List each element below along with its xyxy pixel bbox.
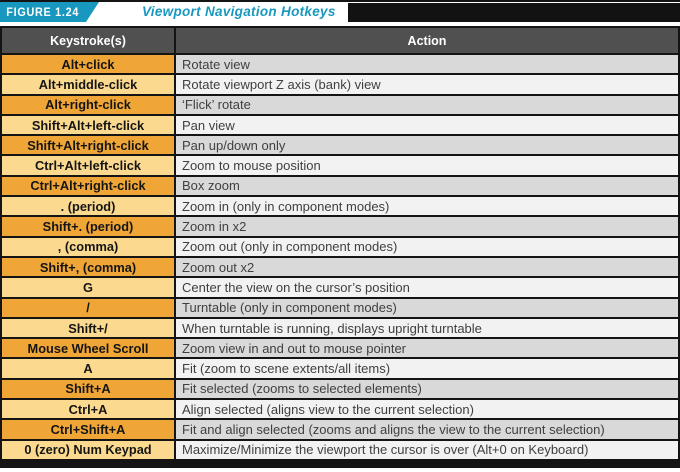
figure-title: Viewport Navigation Hotkeys: [142, 4, 336, 19]
table-row: Shift+. (period) Zoom in x2: [0, 215, 680, 238]
table-row: Alt+middle-click Rotate viewport Z axis (…: [0, 73, 680, 96]
keystroke-cell: Ctrl+Alt+left-click: [0, 154, 176, 177]
keystroke-cell: , (comma): [0, 235, 176, 258]
keystroke-cell: Alt+right-click: [0, 93, 176, 116]
keystroke-cell: Ctrl+A: [0, 398, 176, 421]
keystroke-cell: Shift+, (comma): [0, 255, 176, 279]
figure-label-text: FIGURE 1.24: [6, 5, 80, 19]
table-row: , (comma) Zoom out (only in component mod…: [0, 235, 680, 258]
keystroke-cell: Shift+Alt+right-click: [0, 134, 176, 157]
action-cell: Rotate viewport Z axis (bank) view: [174, 73, 680, 96]
table-row: Ctrl+Alt+left-click Zoom to mouse positio…: [0, 154, 680, 177]
action-cell: Zoom out x2: [174, 255, 680, 279]
action-column-header: Action: [174, 26, 680, 55]
table-row: Shift+Alt+left-click Pan view: [0, 113, 680, 137]
keystroke-cell: Alt+middle-click: [0, 73, 176, 96]
keystroke-cell: . (period): [0, 195, 176, 218]
header-row: Keystroke(s) Action: [0, 26, 680, 55]
action-cell: Fit selected (zooms to selected elements…: [174, 377, 680, 401]
keystroke-cell: Shift+Alt+left-click: [0, 113, 176, 137]
table-row: Shift+A Fit selected (zooms to selected e…: [0, 377, 680, 401]
table-row: Ctrl+Shift+A Fit and align selected (zoom…: [0, 418, 680, 441]
top-rule: [0, 0, 680, 2]
action-cell: Zoom to mouse position: [174, 154, 680, 177]
keystroke-cell: Alt+click: [0, 52, 176, 76]
action-cell: Pan view: [174, 113, 680, 137]
action-cell: Fit and align selected (zooms and aligns…: [174, 418, 680, 441]
action-cell: When turntable is running, displays upri…: [174, 316, 680, 340]
action-cell: Fit (zoom to scene extents/all items): [174, 357, 680, 380]
table-row: . (period) Zoom in (only in component mod…: [0, 195, 680, 218]
table-row: Alt+right-click ‘Flick’ rotate: [0, 93, 680, 116]
table-row: Shift+/When turntable is running, displa…: [0, 316, 680, 340]
keystroke-cell: A: [0, 357, 176, 380]
table-row: Mouse Wheel Scroll Zoom view in and out t…: [0, 337, 680, 360]
action-cell: Maximize/Minimize the viewport the curso…: [174, 438, 680, 465]
action-cell: Zoom out (only in component modes): [174, 235, 680, 258]
keystroke-cell: Ctrl+Shift+A: [0, 418, 176, 441]
action-cell: Turntable (only in component modes): [174, 296, 680, 319]
action-cell: Zoom in (only in component modes): [174, 195, 680, 218]
keystroke-cell: G: [0, 276, 176, 299]
banner-black-bar: [348, 3, 680, 22]
action-cell: Box zoom: [174, 174, 680, 198]
keystroke-cell: Ctrl+Alt+right-click: [0, 174, 176, 198]
table-row: A Fit (zoom to scene extents/all items): [0, 357, 680, 380]
table-row: Ctrl+Alt+right-click Box zoom: [0, 174, 680, 198]
table-row: G Center the view on the cursor’s positio…: [0, 276, 680, 299]
action-cell: Rotate view: [174, 52, 680, 76]
keystroke-cell: Shift+. (period): [0, 215, 176, 238]
keystroke-column-header: Keystroke(s): [0, 26, 176, 55]
keystroke-cell: Shift+/: [0, 316, 176, 340]
keystroke-cell: 0 (zero) Num Keypad: [0, 438, 176, 465]
table-row: 0 (zero) Num Keypad Maximize/Minimize the…: [0, 438, 680, 465]
action-cell: Zoom view in and out to mouse pointer: [174, 337, 680, 360]
table-row: Ctrl+A Align selected (aligns view to the…: [0, 398, 680, 421]
action-cell: Align selected (aligns view to the curre…: [174, 398, 680, 421]
action-cell: Center the view on the cursor’s position: [174, 276, 680, 299]
figure-label: FIGURE 1.24: [0, 2, 99, 22]
action-cell: Pan up/down only: [174, 134, 680, 157]
table-row: Shift+Alt+right-click Pan up/down only: [0, 134, 680, 157]
hotkeys-table: Keystroke(s) Action Alt+click Rotate view…: [0, 26, 680, 468]
figure-banner: FIGURE 1.24 Viewport Navigation Hotkeys: [0, 2, 680, 22]
table-row: / Turntable (only in component modes): [0, 296, 680, 319]
table-row: Alt+click Rotate view: [0, 52, 680, 76]
keystroke-cell: Mouse Wheel Scroll: [0, 337, 176, 360]
table-row: Shift+, (comma) Zoom out x2: [0, 255, 680, 279]
keystroke-cell: /: [0, 296, 176, 319]
keystroke-cell: Shift+A: [0, 377, 176, 401]
action-cell: Zoom in x2: [174, 215, 680, 238]
action-cell: ‘Flick’ rotate: [174, 93, 680, 116]
